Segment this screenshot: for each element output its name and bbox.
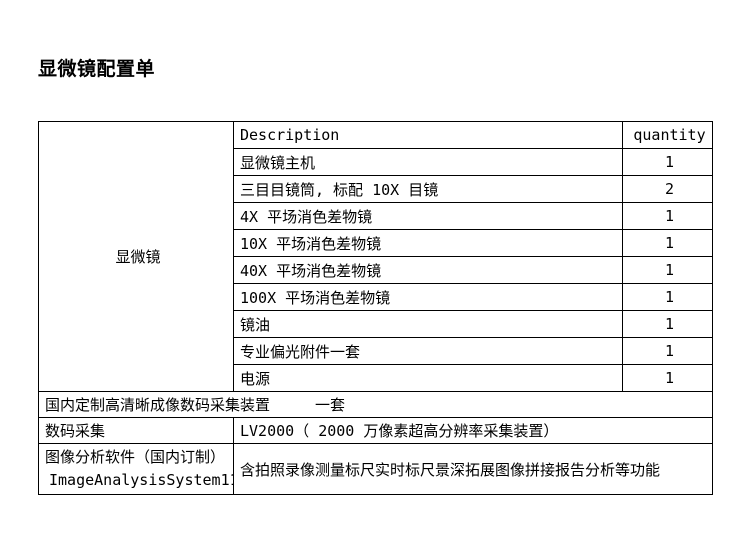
item-quantity-cell: 1: [622, 310, 713, 338]
item-description-cell: 4X 平场消色差物镜: [233, 202, 623, 230]
item-quantity-cell: 1: [622, 337, 713, 365]
item-quantity-cell: 1: [622, 148, 713, 176]
digital-capture-row: 数码采集 LV2000（ 2000 万像素超高分辨率采集装置）: [38, 417, 713, 444]
table-header-row: 显微镜 Description quantity: [38, 121, 713, 392]
table-row: 40X 平场消色差物镜 1: [39, 256, 713, 284]
software-description-cell: 含拍照录像测量标尺实时标尺景深拓展图像拼接报告分析等功能: [233, 443, 713, 495]
digital-capture-label-cell: 数码采集: [38, 417, 234, 444]
table-row: 电源 1: [39, 364, 713, 392]
capture-device-summary-cell: 国内定制高清晰成像数码采集装置 一套: [38, 391, 713, 418]
software-label-line1: 图像分析软件（国内订制）: [45, 448, 226, 466]
software-row: 图像分析软件（国内订制） ImageAnalysisSystem11 含拍照录像…: [38, 443, 713, 495]
item-description-cell: 专业偏光附件一套: [233, 337, 623, 365]
item-quantity-cell: 1: [622, 202, 713, 230]
item-description-cell: 10X 平场消色差物镜: [233, 229, 623, 257]
software-label-line2: ImageAnalysisSystem11: [49, 471, 234, 489]
item-description-cell: 100X 平场消色差物镜: [233, 283, 623, 311]
configuration-table: 显微镜 Description quantity 显微镜主机 1 三目目镜筒, …: [38, 121, 713, 495]
item-quantity-cell: 1: [622, 283, 713, 311]
item-quantity-cell: 1: [622, 229, 713, 257]
quantity-header-cell: quantity: [622, 121, 713, 149]
item-description-cell: 40X 平场消色差物镜: [233, 256, 623, 284]
table-row: 4X 平场消色差物镜 1: [39, 202, 713, 230]
group-label-cell: 显微镜: [38, 121, 234, 392]
item-description-cell: 三目目镜筒, 标配 10X 目镜: [233, 175, 623, 203]
item-quantity-cell: 1: [622, 256, 713, 284]
capture-device-summary-row: 国内定制高清晰成像数码采集装置 一套: [38, 391, 713, 418]
software-label-cell: 图像分析软件（国内订制） ImageAnalysisSystem11: [38, 443, 234, 495]
table-row: 显微镜主机 1: [39, 148, 713, 176]
item-quantity-cell: 2: [622, 175, 713, 203]
item-description-cell: 电源: [233, 364, 623, 392]
item-quantity-cell: 1: [622, 364, 713, 392]
digital-capture-description-cell: LV2000（ 2000 万像素超高分辨率采集装置）: [233, 417, 713, 444]
item-description-cell: 显微镜主机: [233, 148, 623, 176]
item-description-cell: 镜油: [233, 310, 623, 338]
description-header-cell: Description: [233, 121, 623, 149]
page-title: 显微镜配置单: [38, 58, 156, 80]
table-row: 专业偏光附件一套 1: [39, 337, 713, 365]
